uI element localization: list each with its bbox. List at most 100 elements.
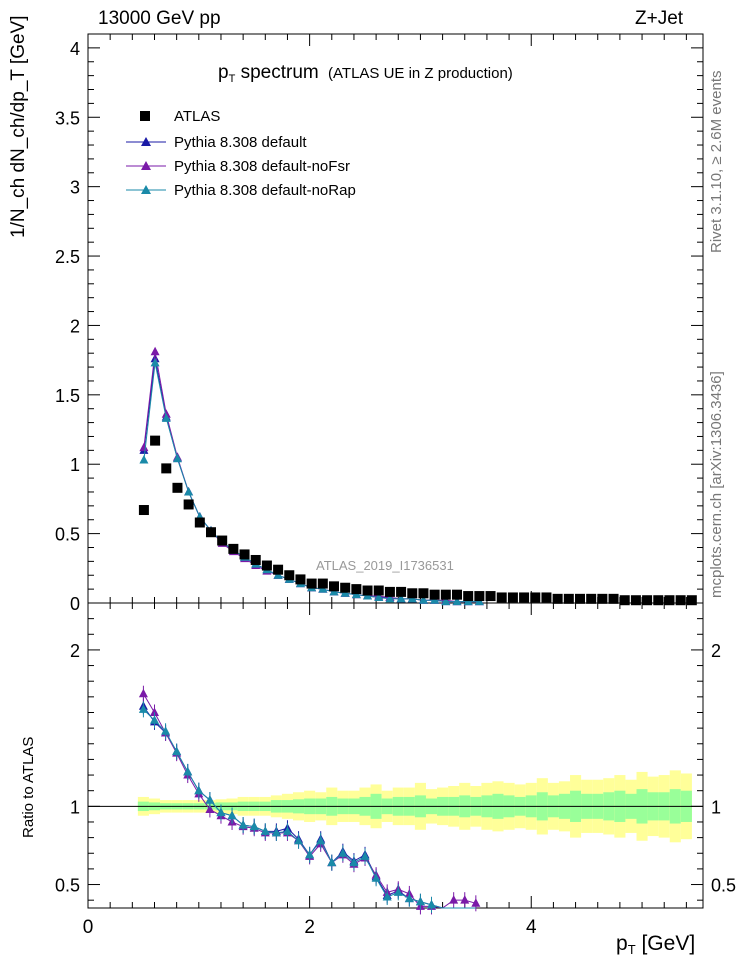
point-atlas	[563, 593, 574, 604]
ratio-point-noFsr	[149, 707, 159, 716]
main-ylabel-text: 1/N_ch dN_ch/dp_T [GeV]	[8, 15, 29, 239]
legend-marker-atlas	[126, 105, 174, 127]
ratio-ytick-label: 1	[70, 797, 80, 817]
ratio-point-noRap	[161, 726, 171, 735]
ratio-point-noFsr	[449, 895, 459, 904]
ratio-point-noRap	[338, 848, 348, 857]
legend-item-default: Pythia 8.308 default	[126, 131, 307, 153]
main-ytick-label: 1	[70, 455, 80, 475]
point-atlas	[161, 463, 172, 474]
point-atlas	[485, 591, 496, 602]
point-noRap	[418, 595, 428, 604]
point-atlas	[653, 595, 664, 606]
point-atlas	[418, 588, 429, 599]
point-noRap	[374, 592, 384, 601]
ratio-ytick-label: 2	[70, 641, 80, 661]
point-atlas	[396, 586, 407, 597]
point-atlas	[295, 574, 306, 585]
title-sub: T	[228, 73, 236, 85]
point-atlas	[642, 595, 653, 606]
ratio-point-noRap	[205, 795, 215, 804]
point-atlas	[362, 585, 373, 596]
x-tick-label: 2	[304, 917, 315, 938]
point-atlas	[172, 482, 183, 493]
point-atlas	[284, 570, 295, 581]
ratio-point-noRap	[415, 896, 425, 906]
ratio-point-noRap	[216, 807, 226, 817]
main-ytick-label: 2.5	[55, 247, 80, 267]
point-atlas	[206, 527, 216, 538]
point-atlas	[474, 591, 485, 602]
main-ytick-label: 0.5	[55, 525, 80, 545]
x-tick-label: 0	[83, 917, 94, 938]
point-atlas	[530, 592, 541, 603]
point-atlas	[429, 589, 440, 600]
ratio-frame	[87, 602, 704, 909]
point-atlas	[306, 578, 317, 589]
ratio-point-noRap	[404, 893, 414, 903]
ratio-point-noRap	[382, 892, 392, 901]
legend-label-norap: Pythia 8.308 default-noRap	[174, 181, 356, 199]
legend-item-atlas: ATLAS	[126, 105, 220, 127]
ratio-ytick-label-right: 1	[711, 797, 721, 817]
xlabel-rest: [GeV]	[635, 932, 696, 955]
point-atlas	[619, 595, 630, 606]
point-noRap	[385, 593, 395, 603]
point-atlas	[150, 435, 161, 446]
point-atlas	[329, 581, 339, 592]
point-atlas	[686, 595, 697, 606]
ratio-point-noFsr	[460, 895, 470, 904]
main-ytick-label: 2	[70, 316, 80, 336]
point-atlas	[463, 591, 474, 602]
legend-item-norap: Pythia 8.308 default-noRap	[126, 179, 356, 201]
ratio-point-noRap	[427, 899, 437, 909]
point-atlas	[273, 564, 284, 575]
ratio-point-noRap	[138, 704, 148, 713]
point-atlas	[228, 543, 239, 554]
point-atlas	[239, 549, 250, 560]
legend-marker-norap	[126, 179, 174, 201]
ratio-point-noRap	[393, 887, 403, 896]
ratio-point-noRap	[238, 820, 248, 829]
x-axis-label: pT [GeV]	[616, 932, 695, 957]
point-atlas	[317, 578, 328, 589]
ratio-point-noRap	[249, 821, 259, 831]
point-atlas	[575, 593, 585, 604]
ratio-ytick-label-right: 2	[711, 641, 721, 661]
main-ytick-label: 1.5	[55, 386, 80, 406]
point-atlas	[373, 585, 384, 596]
point-atlas	[440, 589, 451, 600]
point-noRap	[184, 486, 194, 496]
ratio-point-noFsr	[205, 804, 215, 813]
point-atlas	[608, 593, 619, 604]
ratio-point-noRap	[349, 857, 359, 867]
point-noRap	[452, 596, 462, 606]
ratio-ytick-label-right: 0.5	[711, 876, 736, 896]
ratio-ytick-label: 0.5	[55, 876, 80, 896]
point-atlas	[507, 592, 518, 603]
ratio-point-noRap	[327, 857, 337, 867]
title-note: (ATLAS UE in Z production)	[328, 65, 513, 82]
point-atlas	[586, 593, 597, 604]
ratio-ylabel: Ratio to ATLAS	[20, 736, 37, 838]
ratio-point-noRap	[227, 810, 237, 820]
title-main: p	[218, 62, 229, 83]
ratio-point-noFsr	[138, 688, 148, 698]
mcplots-label: mcplots.cern.ch [arXiv:1306.3436]	[708, 371, 725, 598]
point-atlas	[541, 592, 552, 603]
x-tick-label: 4	[526, 917, 537, 938]
xlabel-main: p	[616, 932, 628, 955]
legend-marker-default	[126, 131, 174, 153]
point-noRap	[441, 596, 451, 606]
point-atlas	[407, 588, 418, 599]
main-ytick-label: 3	[70, 178, 80, 198]
title-rest: spectrum	[235, 62, 319, 83]
point-atlas	[138, 505, 149, 516]
watermark: ATLAS_2019_I1736531	[316, 558, 454, 573]
ratio-point-noRap	[282, 826, 292, 835]
ratio-point-noRap	[305, 849, 315, 859]
point-noRap	[172, 453, 182, 463]
ratio-point-noFsr	[471, 898, 481, 907]
header-right: Z+Jet	[635, 8, 684, 29]
